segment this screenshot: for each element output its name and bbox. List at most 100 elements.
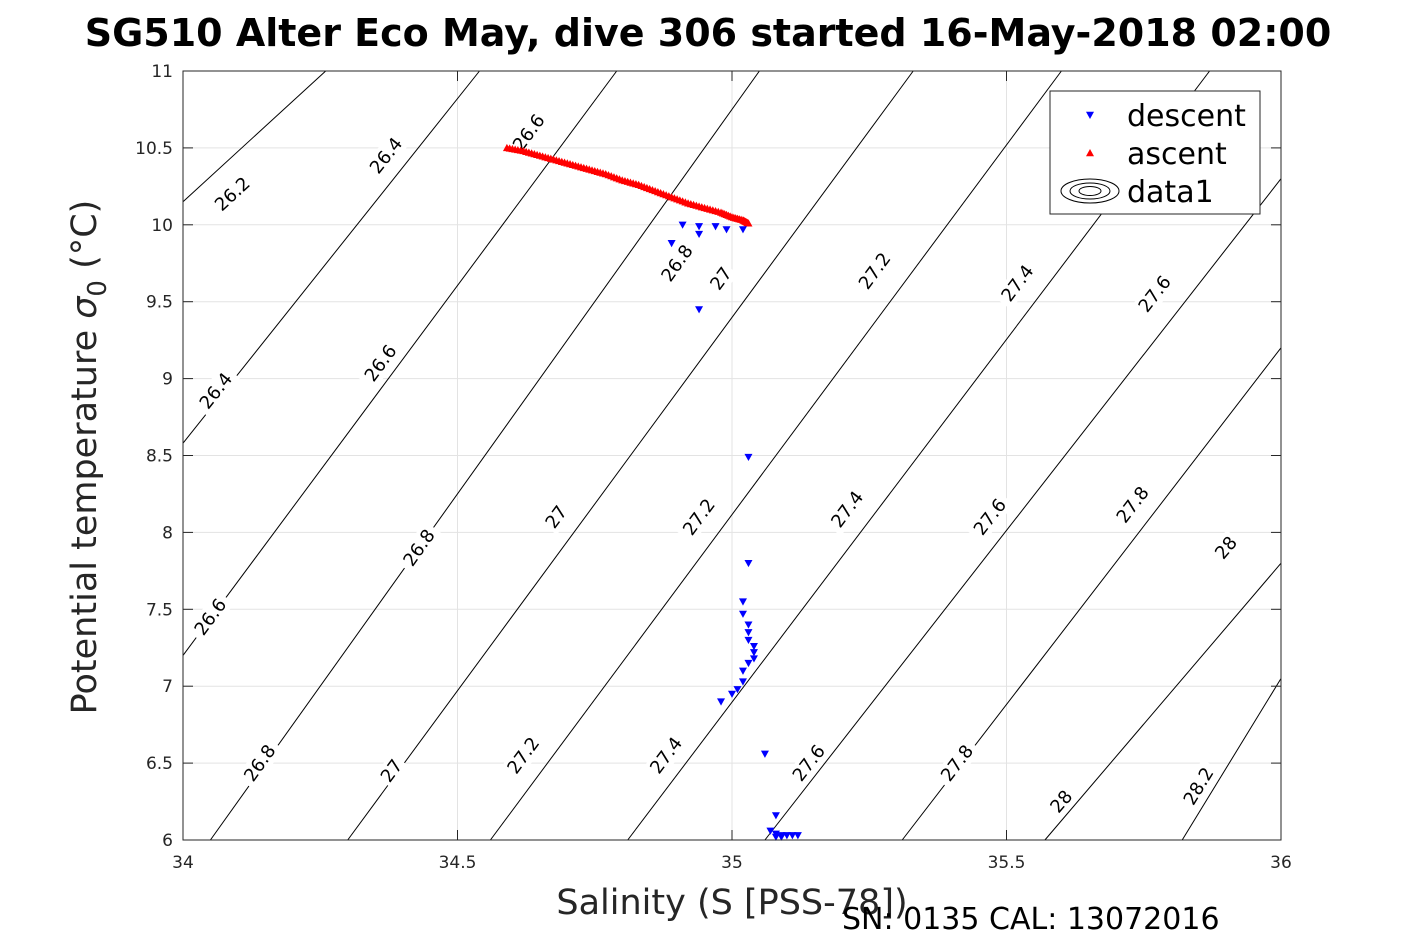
contour-label-bg xyxy=(186,590,235,644)
contour-line xyxy=(489,70,1062,841)
contour-line xyxy=(182,70,618,656)
descent-point xyxy=(738,226,747,234)
y-tick-label: 11 xyxy=(151,62,173,82)
chart-title: SG510 Alter Eco May, dive 306 started 16… xyxy=(85,11,1332,55)
contour-label-bg xyxy=(642,728,690,782)
descent-point xyxy=(711,223,720,231)
descent-point xyxy=(744,629,753,637)
y-axis-label: Potential temperature σ0 (°C) xyxy=(65,200,113,715)
contour-label-bg xyxy=(993,256,1042,310)
contour-label-bg xyxy=(236,736,284,790)
ascent-marker-icon xyxy=(1086,149,1094,157)
descent-point xyxy=(744,621,753,629)
contour-label-bg xyxy=(653,236,701,290)
y-axis-label-subscript: 0 xyxy=(83,280,113,297)
descent-point xyxy=(678,221,687,229)
descent-point xyxy=(667,240,676,248)
descent-point xyxy=(738,598,747,606)
contour-label-bg xyxy=(356,336,405,390)
y-tick-label: 6.5 xyxy=(146,754,173,774)
x-tick-label: 35.5 xyxy=(988,853,1026,873)
descent-point xyxy=(766,827,775,835)
contour-icon xyxy=(1078,186,1102,196)
contour-line xyxy=(347,70,914,841)
contour-label-bg xyxy=(361,129,411,182)
y-tick-label: 10 xyxy=(151,216,173,236)
density-contour-labels: 26.226.426.426.626.626.626.826.826.82727… xyxy=(186,105,1244,820)
contour-label-bg xyxy=(1130,267,1179,321)
contour-label-bg xyxy=(1208,529,1244,566)
descent-point xyxy=(749,643,758,651)
contour-icon xyxy=(1069,182,1111,200)
contour-icon xyxy=(1060,178,1120,204)
contour-label-bg xyxy=(499,728,548,783)
serial-calibration-note: SN: 0135 CAL: 13072016 xyxy=(842,902,1220,937)
y-axis-ticks: 6 6.5 7 7.5 8 8.5 9 9.5 10 10.5 11 xyxy=(135,62,1281,851)
descent-point xyxy=(738,610,747,618)
descent-point xyxy=(738,667,747,675)
x-axis-ticks: 34 34.5 35 35.5 36 xyxy=(172,71,1292,873)
ascent-series xyxy=(502,143,753,227)
y-tick-label: 9.5 xyxy=(146,293,173,313)
contour-label-bg xyxy=(965,490,1015,544)
descent-point xyxy=(733,686,742,694)
y-tick-label: 7.5 xyxy=(146,600,173,620)
descent-point xyxy=(695,306,704,314)
descent-point xyxy=(695,230,704,239)
contour-label-bg xyxy=(1176,759,1222,814)
x-axis-label: Salinity (S [PSS-78]) xyxy=(556,883,907,923)
contour-label-bg xyxy=(703,260,739,297)
y-axis-label-unit: (°C) xyxy=(65,200,105,280)
legend-item-data1: data1 xyxy=(1060,175,1214,210)
contour-label-bg xyxy=(933,736,982,790)
x-tick-label: 34 xyxy=(172,853,194,873)
legend-label: descent xyxy=(1127,99,1246,134)
legend-label: ascent xyxy=(1127,137,1227,172)
contour-label-bg xyxy=(395,521,443,575)
legend-item-descent: descent xyxy=(1086,99,1246,134)
descent-point xyxy=(717,698,726,706)
y-tick-label: 8.5 xyxy=(146,447,173,467)
descent-point xyxy=(777,833,786,841)
contour-label-bg xyxy=(1043,783,1079,820)
contour-line xyxy=(764,178,1282,841)
legend-label: data1 xyxy=(1127,175,1214,210)
descent-point xyxy=(744,453,753,462)
contour-label-bg xyxy=(374,752,409,789)
descent-point xyxy=(744,659,753,668)
descent-point xyxy=(749,649,758,657)
contour-line xyxy=(1044,562,1282,841)
descent-point xyxy=(738,678,747,686)
y-tick-label: 9 xyxy=(162,370,173,390)
contour-label: 27.8 xyxy=(1108,478,1157,532)
descent-marker-icon xyxy=(1086,111,1094,119)
descent-point xyxy=(793,832,802,840)
y-axis-label-symbol: σ xyxy=(65,295,105,319)
y-axis-label-text: Potential temperature xyxy=(65,319,105,715)
descent-point xyxy=(788,832,797,840)
y-tick-label: 10.5 xyxy=(135,139,173,159)
descent-point xyxy=(744,636,753,645)
y-tick-label: 6 xyxy=(162,831,173,851)
y-tick-label: 7 xyxy=(162,677,173,697)
contour-label-bg xyxy=(784,736,833,790)
contour-line xyxy=(1181,678,1282,841)
contour-label-bg xyxy=(851,244,899,298)
descent-point xyxy=(749,655,758,663)
contour-label-bg xyxy=(823,482,872,536)
contour-label-bg xyxy=(206,169,259,220)
contour-label-bg xyxy=(505,105,553,160)
descent-point xyxy=(722,226,731,234)
descent-point xyxy=(771,812,780,820)
descent-point xyxy=(760,750,769,758)
descent-point xyxy=(744,559,753,568)
contour-label-bg xyxy=(1108,478,1157,532)
legend-box xyxy=(1049,90,1261,215)
y-tick-label: 8 xyxy=(162,523,173,543)
descent-point xyxy=(771,833,780,841)
x-tick-label: 36 xyxy=(1270,853,1292,873)
ascent-point xyxy=(744,219,753,227)
contour-label-bg xyxy=(675,490,723,544)
